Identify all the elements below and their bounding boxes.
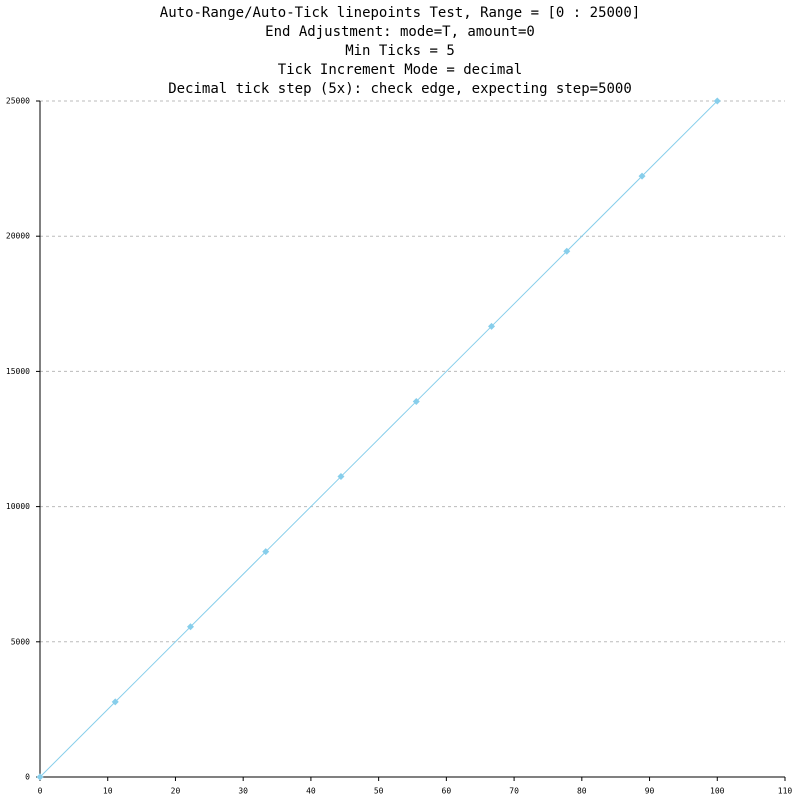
x-tick-label: 60 (442, 787, 452, 796)
chart-title: Tick Increment Mode = decimal (278, 62, 522, 78)
chart-title: Min Ticks = 5 (345, 43, 455, 59)
y-tick-label: 15000 (6, 367, 30, 376)
data-point (488, 322, 496, 330)
chart-title: Decimal tick step (5x): check edge, expe… (168, 81, 632, 97)
data-point (563, 247, 571, 255)
y-tick-label: 20000 (6, 232, 30, 241)
data-point (713, 97, 721, 105)
x-tick-label: 40 (306, 787, 316, 796)
data-point (638, 172, 646, 180)
data-point (262, 548, 270, 556)
series-line (39, 100, 718, 778)
data-point (186, 623, 194, 631)
y-tick-label: 25000 (6, 97, 30, 106)
x-tick-label: 70 (509, 787, 519, 796)
data-point (36, 773, 44, 781)
y-tick-label: 5000 (11, 637, 30, 646)
x-tick-label: 20 (171, 787, 181, 796)
chart-title: Auto-Range/Auto-Tick linepoints Test, Ra… (160, 5, 640, 21)
x-tick-label: 10 (103, 787, 113, 796)
data-point (111, 698, 119, 706)
x-tick-label: 100 (710, 787, 725, 796)
x-tick-label: 0 (38, 787, 43, 796)
x-tick-label: 50 (374, 787, 384, 796)
x-tick-label: 110 (778, 787, 793, 796)
data-point (337, 473, 345, 481)
x-tick-label: 80 (577, 787, 587, 796)
x-tick-label: 30 (238, 787, 248, 796)
data-point (412, 397, 420, 405)
y-tick-label: 0 (25, 773, 30, 782)
x-tick-label: 90 (645, 787, 655, 796)
y-tick-label: 10000 (6, 502, 30, 511)
chart-title: End Adjustment: mode=T, amount=0 (265, 24, 535, 40)
